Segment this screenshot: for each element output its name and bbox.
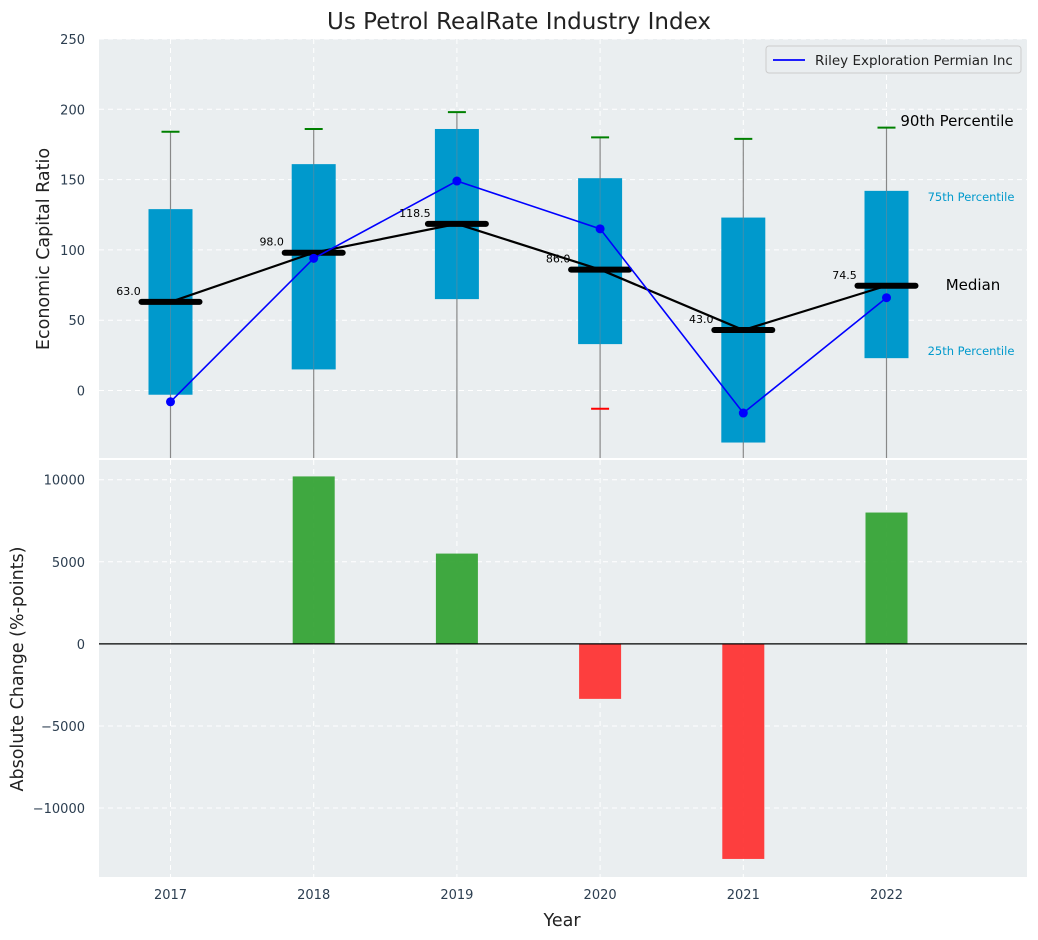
series-point <box>452 176 462 186</box>
series-line <box>169 180 888 415</box>
median-value-label: 86.0 <box>546 253 571 266</box>
company-series <box>166 176 891 418</box>
series-point <box>309 253 319 263</box>
change-bar <box>435 553 478 644</box>
median-value-label: 74.5 <box>832 269 857 282</box>
change-bar <box>292 476 335 644</box>
change-bars <box>292 476 908 859</box>
top-y-tick-label: 200 <box>60 103 85 118</box>
annotation-75th: 75th Percentile <box>928 190 1015 204</box>
bottom-y-tick-label: 10000 <box>44 474 85 489</box>
bottom-y-tick-label: 0 <box>77 638 85 653</box>
top-y-ticks: 0 50 100 150 200 250 <box>60 33 85 400</box>
top-y-tick-label: 50 <box>68 314 85 329</box>
annotation-90th: 90th Percentile <box>900 112 1013 130</box>
bottom-y-axis-label: Absolute Change (%-points) <box>8 547 28 792</box>
top-y-tick-label: 0 <box>77 385 85 400</box>
x-axis-label: Year <box>542 911 581 931</box>
median-labels: 63.0 98.0 118.5 86.0 43.0 74.5 <box>116 207 857 326</box>
top-y-tick-label: 100 <box>60 244 85 259</box>
bottom-y-tick-label: −5000 <box>41 720 85 735</box>
x-tick-label: 2021 <box>727 888 760 903</box>
x-tick-label: 2022 <box>870 888 903 903</box>
change-bar <box>722 643 765 859</box>
bottom-y-tick-label: −10000 <box>33 802 85 817</box>
boxes <box>148 128 909 443</box>
top-y-tick-label: 150 <box>60 174 85 189</box>
series-point <box>595 224 605 234</box>
median-value-label: 98.0 <box>259 236 284 249</box>
annotation-median: Median <box>946 276 1001 294</box>
chart-title: Us Petrol RealRate Industry Index <box>327 9 711 35</box>
series-point <box>738 408 748 418</box>
x-tick-label: 2017 <box>154 888 187 903</box>
x-tick-label: 2020 <box>584 888 617 903</box>
series-point <box>882 293 891 303</box>
median-markers <box>138 220 919 334</box>
x-tick-label: 2019 <box>440 888 473 903</box>
median-value-label: 118.5 <box>399 207 431 220</box>
change-bar <box>579 643 622 699</box>
x-tick-label: 2018 <box>297 888 330 903</box>
median-value-label: 63.0 <box>116 285 141 298</box>
top-y-axis-label: Economic Capital Ratio <box>34 148 54 350</box>
bottom-y-ticks: −10000 −5000 0 5000 10000 <box>33 474 85 817</box>
bottom-y-tick-label: 5000 <box>52 556 85 571</box>
change-bar <box>865 512 908 644</box>
x-ticks: 2017 2018 2019 2020 2021 2022 <box>154 888 903 903</box>
series-point <box>166 397 175 407</box>
legend-label: Riley Exploration Permian Inc <box>815 53 1013 69</box>
median-value-label: 43.0 <box>689 313 714 326</box>
annotation-25th: 25th Percentile <box>928 344 1015 358</box>
top-y-tick-label: 250 <box>60 33 85 48</box>
median-trend-line <box>170 222 887 332</box>
median-trend <box>170 222 887 332</box>
legend: Riley Exploration Permian Inc <box>765 45 1022 74</box>
